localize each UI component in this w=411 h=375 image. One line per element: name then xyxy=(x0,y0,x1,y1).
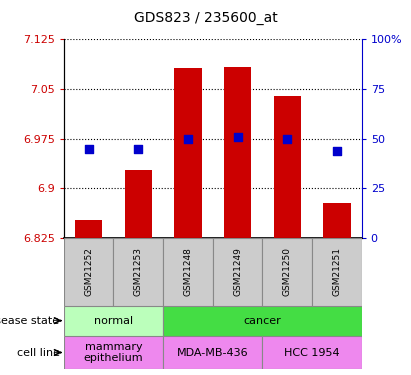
Bar xyxy=(213,238,262,306)
Point xyxy=(284,136,291,142)
Bar xyxy=(163,336,262,369)
Point xyxy=(85,146,92,152)
Bar xyxy=(323,203,351,238)
Text: GSM21253: GSM21253 xyxy=(134,248,143,296)
Point xyxy=(135,146,141,152)
Text: GDS823 / 235600_at: GDS823 / 235600_at xyxy=(134,11,277,25)
Text: MDA-MB-436: MDA-MB-436 xyxy=(177,348,249,357)
Text: mammary
epithelium: mammary epithelium xyxy=(83,342,143,363)
Text: HCC 1954: HCC 1954 xyxy=(284,348,340,357)
Point xyxy=(185,136,191,142)
Text: GSM21248: GSM21248 xyxy=(183,248,192,296)
Text: disease state: disease state xyxy=(0,316,60,326)
Bar xyxy=(262,238,312,306)
Text: GSM21252: GSM21252 xyxy=(84,248,93,296)
Text: cell line: cell line xyxy=(16,348,60,357)
Bar xyxy=(64,336,163,369)
Bar xyxy=(312,238,362,306)
Bar xyxy=(64,306,163,336)
Bar xyxy=(163,306,362,336)
Text: normal: normal xyxy=(94,316,133,326)
Text: GSM21251: GSM21251 xyxy=(332,248,342,296)
Bar xyxy=(163,238,213,306)
Point xyxy=(334,148,340,154)
Bar xyxy=(274,96,301,238)
Text: cancer: cancer xyxy=(243,316,281,326)
Text: GSM21249: GSM21249 xyxy=(233,248,242,296)
Point xyxy=(234,134,241,140)
Bar xyxy=(64,238,113,306)
Bar xyxy=(113,238,163,306)
Bar xyxy=(174,68,201,238)
Bar xyxy=(262,336,362,369)
Bar xyxy=(224,67,251,238)
Bar xyxy=(125,170,152,238)
Bar xyxy=(75,220,102,238)
Text: GSM21250: GSM21250 xyxy=(283,248,292,296)
